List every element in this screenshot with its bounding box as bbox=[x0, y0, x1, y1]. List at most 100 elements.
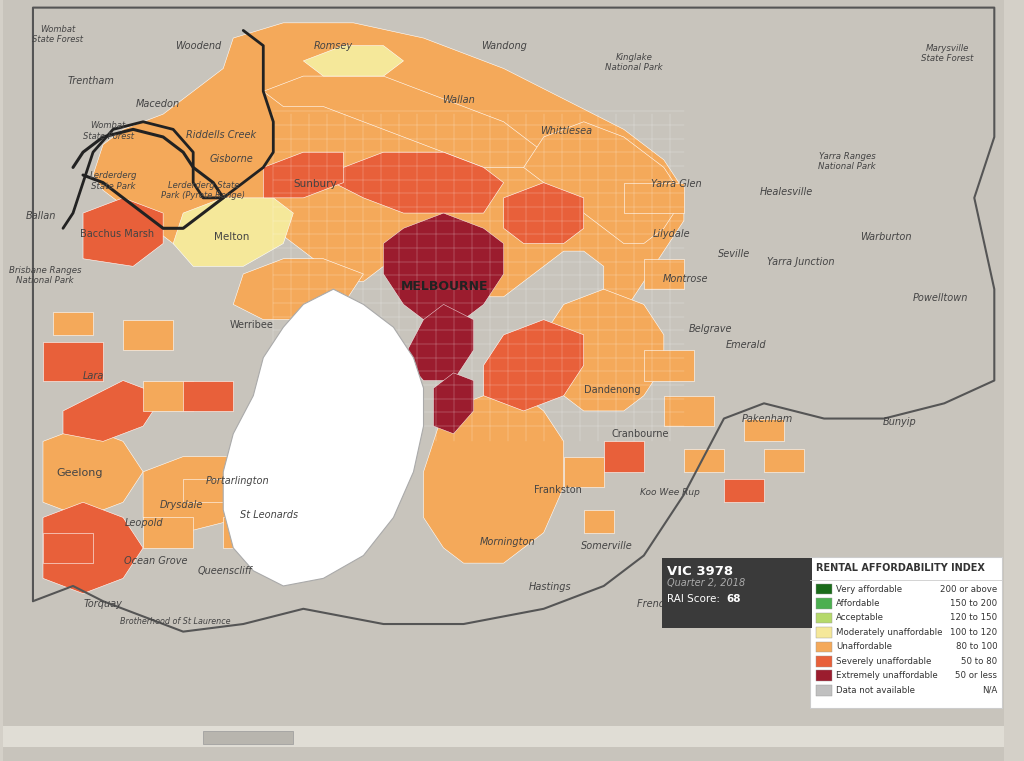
Text: 80 to 100: 80 to 100 bbox=[955, 642, 997, 651]
Bar bbox=[724, 479, 764, 502]
Text: Yarra Glen: Yarra Glen bbox=[650, 179, 701, 189]
Polygon shape bbox=[263, 152, 343, 198]
Text: Ballan: Ballan bbox=[26, 211, 56, 221]
Text: Macedon: Macedon bbox=[136, 99, 180, 110]
Polygon shape bbox=[83, 198, 163, 266]
Bar bbox=[816, 598, 833, 609]
Text: 50 to 80: 50 to 80 bbox=[962, 657, 997, 666]
Polygon shape bbox=[263, 76, 544, 167]
Text: Trentham: Trentham bbox=[68, 76, 115, 87]
Text: Woodend: Woodend bbox=[175, 40, 221, 51]
Polygon shape bbox=[383, 213, 504, 320]
Bar bbox=[764, 449, 804, 472]
Text: Somerville: Somerville bbox=[581, 540, 633, 551]
Text: Severely unaffordable: Severely unaffordable bbox=[836, 657, 932, 666]
Polygon shape bbox=[523, 122, 684, 244]
Text: Extremely unaffordable: Extremely unaffordable bbox=[836, 671, 938, 680]
Text: Portarlington: Portarlington bbox=[206, 476, 269, 486]
Text: Yarra Ranges
National Park: Yarra Ranges National Park bbox=[818, 151, 876, 171]
Text: 68: 68 bbox=[726, 594, 740, 603]
Bar bbox=[3, 726, 1005, 747]
Polygon shape bbox=[43, 502, 143, 594]
Text: Mornington: Mornington bbox=[480, 537, 536, 547]
Bar bbox=[284, 548, 324, 571]
Polygon shape bbox=[233, 259, 364, 320]
Bar bbox=[684, 449, 724, 472]
Text: Queenscliff: Queenscliff bbox=[198, 565, 253, 576]
Bar bbox=[604, 441, 644, 472]
Text: Brisbane Ranges
National Park: Brisbane Ranges National Park bbox=[9, 266, 81, 285]
Bar bbox=[143, 517, 194, 548]
Text: Quarter 2, 2018: Quarter 2, 2018 bbox=[667, 578, 745, 588]
Bar bbox=[123, 320, 173, 350]
Text: Brotherhood of St Laurence: Brotherhood of St Laurence bbox=[120, 617, 230, 626]
Bar bbox=[816, 685, 833, 696]
Polygon shape bbox=[303, 46, 403, 76]
Text: Emerald: Emerald bbox=[726, 340, 766, 351]
Polygon shape bbox=[3, 0, 1005, 761]
Polygon shape bbox=[143, 457, 263, 533]
Bar bbox=[816, 670, 833, 681]
Polygon shape bbox=[403, 304, 473, 380]
Text: Sunbury: Sunbury bbox=[294, 179, 337, 189]
Text: Data not available: Data not available bbox=[836, 686, 915, 695]
Polygon shape bbox=[334, 152, 504, 213]
Bar bbox=[644, 259, 684, 289]
Text: Wombat
State Forest: Wombat State Forest bbox=[33, 24, 84, 44]
Text: Hastings: Hastings bbox=[528, 582, 571, 593]
Text: RENTAL AFFORDABILITY INDEX: RENTAL AFFORDABILITY INDEX bbox=[816, 563, 985, 573]
Text: Torquay: Torquay bbox=[84, 599, 123, 610]
Text: Ocean Grove: Ocean Grove bbox=[124, 556, 187, 566]
Bar bbox=[183, 380, 233, 411]
Text: Kinglake
National Park: Kinglake National Park bbox=[605, 53, 663, 72]
Bar bbox=[143, 380, 194, 411]
Bar bbox=[816, 627, 833, 638]
Polygon shape bbox=[483, 320, 584, 411]
Bar bbox=[223, 517, 273, 548]
FancyBboxPatch shape bbox=[662, 558, 812, 628]
Text: Marysville
State Forest: Marysville State Forest bbox=[921, 43, 974, 63]
Bar bbox=[183, 479, 223, 502]
Text: Frankston: Frankston bbox=[534, 485, 582, 495]
FancyBboxPatch shape bbox=[810, 557, 1002, 708]
Text: Wombat
State Forest: Wombat State Forest bbox=[83, 121, 133, 141]
Text: Seville: Seville bbox=[718, 249, 750, 260]
Bar bbox=[244, 495, 284, 517]
Bar bbox=[744, 419, 784, 441]
Polygon shape bbox=[424, 396, 563, 563]
Text: Healesville: Healesville bbox=[760, 186, 813, 197]
Text: 100 to 120: 100 to 120 bbox=[950, 628, 997, 637]
Polygon shape bbox=[43, 426, 143, 517]
Text: VIC 3978: VIC 3978 bbox=[667, 565, 733, 578]
Bar bbox=[816, 613, 833, 623]
Text: 200 or above: 200 or above bbox=[940, 584, 997, 594]
Text: Bunyip: Bunyip bbox=[883, 416, 916, 427]
Text: Powelltown: Powelltown bbox=[912, 293, 968, 304]
Text: Moderately unaffordable: Moderately unaffordable bbox=[836, 628, 942, 637]
Text: Geelong: Geelong bbox=[56, 468, 103, 479]
Text: St Leonards: St Leonards bbox=[241, 510, 298, 521]
Bar bbox=[43, 533, 93, 563]
Text: Yarra Junction: Yarra Junction bbox=[767, 256, 835, 267]
Text: Lerderderg State
Park (Pyrete Range): Lerderderg State Park (Pyrete Range) bbox=[161, 180, 245, 200]
Text: Whittlesea: Whittlesea bbox=[540, 126, 592, 136]
Bar bbox=[203, 731, 293, 744]
Text: Werribee: Werribee bbox=[229, 320, 273, 330]
Text: Affordable: Affordable bbox=[836, 599, 881, 608]
Text: Gisborne: Gisborne bbox=[209, 154, 253, 164]
Text: Romsey: Romsey bbox=[313, 40, 353, 51]
Bar bbox=[644, 350, 694, 380]
Text: 120 to 150: 120 to 150 bbox=[950, 613, 997, 622]
Text: Lilydale: Lilydale bbox=[653, 228, 690, 239]
Text: Dandenong: Dandenong bbox=[584, 384, 640, 395]
Bar bbox=[624, 183, 684, 213]
Bar bbox=[53, 312, 93, 335]
Text: Very affordable: Very affordable bbox=[836, 584, 902, 594]
Bar bbox=[816, 656, 833, 667]
Text: MELBOURNE: MELBOURNE bbox=[400, 280, 488, 294]
Text: Acceptable: Acceptable bbox=[836, 613, 884, 622]
Text: RAI Score:: RAI Score: bbox=[667, 594, 723, 603]
Text: French Island: French Island bbox=[637, 599, 702, 610]
Text: Wandong: Wandong bbox=[480, 40, 526, 51]
Polygon shape bbox=[544, 289, 664, 411]
